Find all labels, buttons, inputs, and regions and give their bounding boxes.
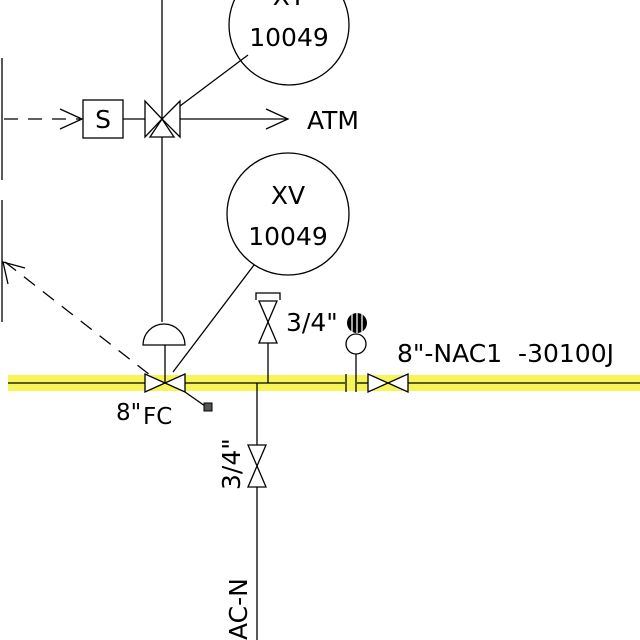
vent-top-size: 3/4" — [286, 308, 338, 337]
valve-size-label: 8" — [116, 400, 141, 426]
instrument-tag-letters: XY — [273, 0, 306, 11]
actuator-icon[interactable] — [142, 323, 186, 346]
solenoid-label: S — [95, 105, 111, 134]
control-valve-icon[interactable] — [144, 372, 186, 394]
valve-position-leader — [184, 391, 206, 407]
valve-fail-label: FC — [143, 404, 172, 430]
arrow-head — [2, 261, 26, 285]
drain-line-label: AC-N — [224, 578, 253, 640]
instrument-tag-number: 10049 — [249, 23, 329, 52]
instrument-bubble-xv[interactable]: XV 10049 — [226, 152, 350, 276]
arrow-head — [265, 108, 290, 130]
tap-marker-icon — [347, 313, 367, 333]
line-designation: 8"-NAC1 -30100J — [397, 339, 614, 368]
bubble-leader — [172, 264, 255, 373]
position-indicator-icon — [203, 402, 213, 412]
instrument-tap-circle[interactable] — [345, 333, 367, 355]
signal-line-dashed — [4, 261, 151, 376]
instrument-tag-number: 10049 — [248, 222, 328, 251]
bubble-leader — [179, 54, 249, 107]
instrument-bubble-xy[interactable]: XY 10049 — [228, 0, 350, 86]
drain-valve-icon[interactable] — [247, 444, 267, 488]
gate-valve-icon[interactable] — [367, 372, 409, 394]
vent-valve-top-icon[interactable] — [258, 300, 278, 344]
arrow-head — [59, 108, 84, 130]
drain-size-label: 3/4" — [217, 438, 246, 490]
three-way-valve-icon[interactable] — [144, 99, 181, 139]
solenoid-box[interactable]: S — [82, 99, 124, 139]
vent-label: ATM — [307, 106, 359, 135]
instrument-tag-letters: XV — [271, 181, 305, 210]
vent-cap — [255, 292, 281, 300]
